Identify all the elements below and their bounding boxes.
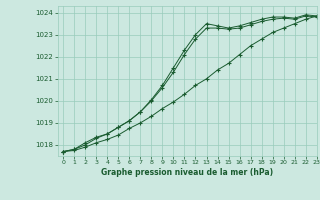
- X-axis label: Graphe pression niveau de la mer (hPa): Graphe pression niveau de la mer (hPa): [101, 168, 273, 177]
